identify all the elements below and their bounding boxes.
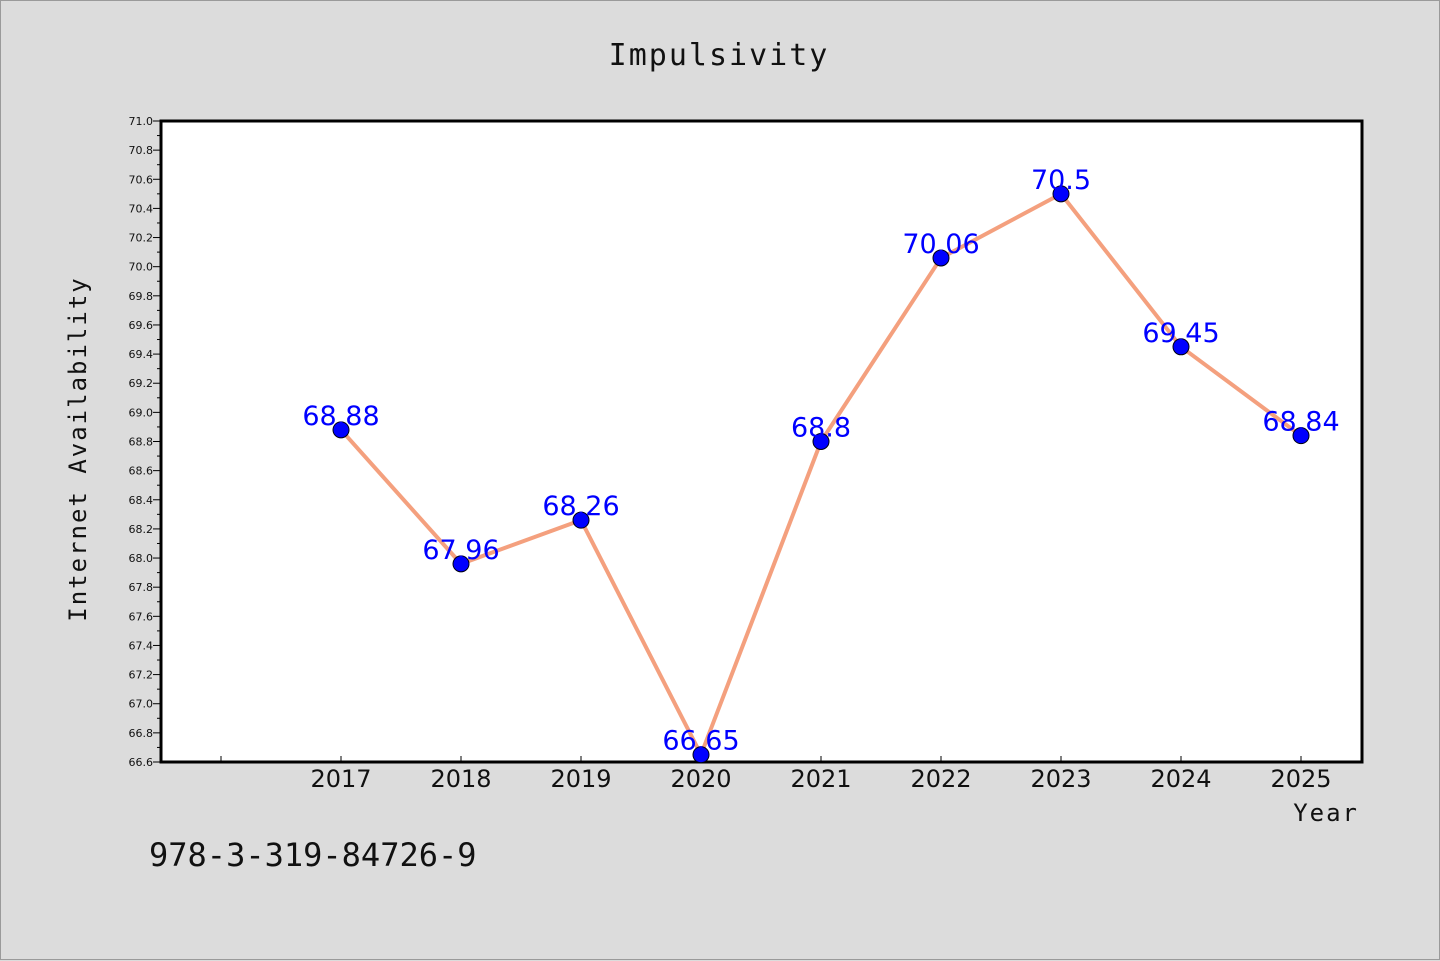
- data-label: 68.84: [1262, 407, 1339, 438]
- y-axis: 66.6 66.8 67.0 67.2 67.4 67.6 67.8 68.0 68.2 68.4…: [129, 115, 161, 769]
- data-label: 68.26: [542, 491, 619, 522]
- y-tick-label: 68.2: [129, 523, 154, 536]
- x-axis-label: Year: [1293, 799, 1359, 827]
- data-point: [452, 555, 470, 573]
- y-tick-label: 69.6: [129, 319, 154, 332]
- x-tick-label: 2019: [550, 765, 611, 793]
- y-tick-label: 70.2: [129, 232, 154, 245]
- x-tick-label: 2020: [670, 765, 731, 793]
- x-axis: 2017 2018 2019 2020 2021 2022 2023 2024 2025: [220, 756, 1332, 793]
- y-tick-label: 69.4: [129, 348, 154, 361]
- series-layer: 68.88 67.96 68.26 66.65 68.8 70.06 70.5 69.45 68…: [302, 165, 1340, 764]
- data-point: [1172, 338, 1190, 356]
- x-tick-label: 2017: [310, 765, 371, 793]
- data-point: [572, 511, 590, 529]
- y-tick-label: 70.8: [129, 144, 154, 157]
- y-tick-label: 67.0: [129, 698, 154, 711]
- y-tick-label: 71.0: [129, 115, 154, 128]
- x-tick-label: 2021: [790, 765, 851, 793]
- y-tick-label: 68.6: [129, 465, 154, 478]
- data-point: [1052, 185, 1070, 203]
- x-tick-label: 2018: [430, 765, 491, 793]
- y-tick-label: 69.8: [129, 290, 154, 303]
- y-tick-label: 67.2: [129, 669, 154, 682]
- data-point: [932, 249, 950, 267]
- chart-title: Impulsivity: [609, 38, 830, 73]
- y-tick-label: 67.6: [129, 610, 154, 623]
- x-tick-label: 2022: [910, 765, 971, 793]
- y-tick-label: 68.4: [129, 494, 154, 507]
- data-label: 70.06: [902, 229, 979, 260]
- x-tick-label: 2025: [1270, 765, 1331, 793]
- x-tick-label: 2024: [1150, 765, 1211, 793]
- footer-isbn: 978-3-319-84726-9: [149, 836, 477, 874]
- y-tick-label: 70.6: [129, 173, 154, 186]
- data-label: 66.65: [662, 726, 739, 757]
- data-point: [812, 433, 830, 450]
- y-tick-label: 66.6: [129, 756, 154, 769]
- y-axis-label: Internet Availability: [64, 276, 92, 621]
- y-tick-label: 68.8: [129, 436, 154, 449]
- y-tick-label: 67.4: [129, 639, 154, 652]
- y-tick-label: 69.2: [129, 377, 154, 390]
- y-tick-label: 69.0: [129, 406, 154, 419]
- plot-area: [159, 119, 1364, 764]
- y-tick-label: 67.8: [129, 581, 154, 594]
- data-point: [692, 746, 710, 764]
- data-label: 68.8: [791, 413, 851, 444]
- data-label: 68.88: [302, 401, 379, 432]
- data-point: [332, 421, 350, 439]
- y-tick-label: 68.0: [129, 552, 154, 565]
- y-tick-label: 70.0: [129, 261, 154, 274]
- x-tick-label: 2023: [1030, 765, 1091, 793]
- data-label: 70.5: [1031, 165, 1091, 196]
- y-tick-label: 66.8: [129, 727, 154, 740]
- data-label: 67.96: [422, 535, 499, 566]
- data-point: [1292, 427, 1310, 445]
- y-tick-label: 70.4: [129, 202, 154, 215]
- data-label: 69.45: [1142, 318, 1219, 349]
